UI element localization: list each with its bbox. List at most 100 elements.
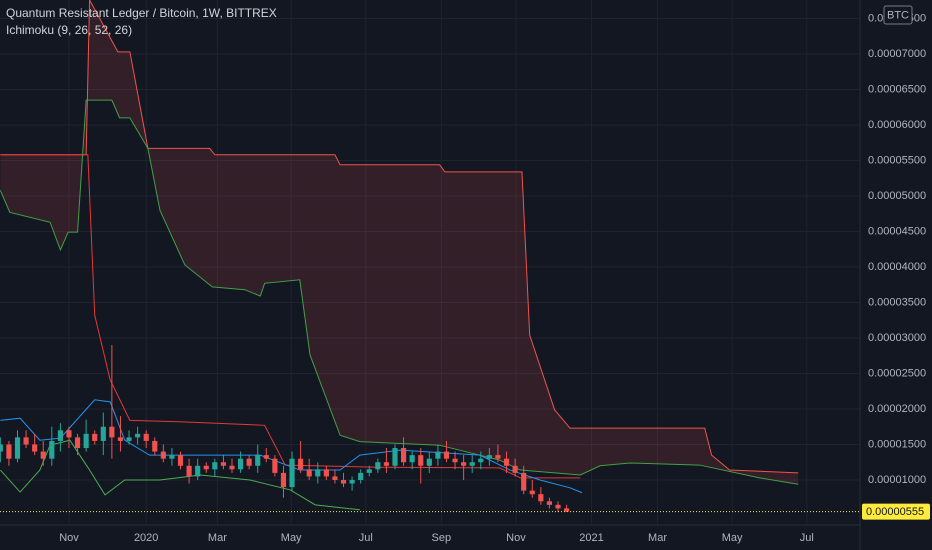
last-price-badge [862, 503, 930, 520]
candle-body [126, 437, 132, 441]
candle-body [195, 465, 201, 477]
candle-body [529, 490, 535, 495]
grid [0, 0, 860, 525]
candle-body [57, 430, 63, 441]
candle-body [366, 469, 372, 473]
y-tick-label: 0.00005500 [868, 154, 926, 166]
y-tick-label: 0.00003500 [868, 296, 926, 308]
candle-body [0, 444, 3, 452]
candle-body [66, 430, 72, 438]
x-tick-label: Nov [506, 532, 526, 544]
candle-body [14, 437, 21, 459]
candle-body [409, 455, 415, 463]
indicator-line [0, 99, 799, 485]
plot-area [0, 0, 860, 513]
x-tick-label: Jul [800, 532, 814, 544]
candle-body [280, 472, 287, 488]
candle-body [255, 455, 261, 466]
candle-body [23, 437, 29, 445]
y-tick-label: 0.00002500 [868, 367, 926, 379]
x-tick-label: Jul [359, 532, 373, 544]
candle-body [469, 462, 475, 466]
candle-body [186, 465, 192, 477]
candle-body [83, 433, 89, 449]
candle-body [40, 451, 46, 459]
y-tick-label: 0.00003000 [868, 332, 926, 344]
x-tick-label: May [281, 532, 302, 544]
x-tick-label: Mar [648, 532, 667, 544]
candle-body [315, 469, 321, 477]
x-tick-label: May [722, 532, 743, 544]
candle-body [503, 458, 510, 466]
candle-body [375, 462, 381, 470]
candle-body [289, 458, 295, 488]
candle-body [564, 508, 570, 512]
candle-body [426, 458, 432, 466]
candle-body [298, 458, 304, 470]
indicator-line [0, 0, 799, 474]
currency-badge[interactable] [883, 5, 913, 25]
indicator-label: Ichimoku (9, 26, 52, 26) [6, 23, 132, 37]
candle-body [160, 451, 166, 459]
candle-body [486, 455, 492, 459]
candle-body [229, 465, 235, 470]
candle-body [109, 426, 115, 438]
candle-body [538, 494, 544, 502]
candle-body [495, 455, 501, 459]
x-tick-label: Sep [432, 532, 452, 544]
candle-body [203, 465, 209, 470]
y-tick-label: 0.00001000 [868, 474, 926, 486]
y-tick-label: 0.00006000 [868, 119, 926, 131]
y-tick-label: 0.00007000 [868, 48, 926, 60]
candle-body [512, 465, 518, 473]
candle-body [100, 426, 106, 441]
candle-body [32, 444, 38, 452]
candle-body [306, 469, 312, 477]
y-tick-label: 0.00005000 [868, 190, 926, 202]
candle-body [546, 501, 552, 505]
candle-body [392, 448, 398, 466]
candle-body [323, 469, 329, 477]
y-tick-label: 0.00004500 [868, 225, 926, 237]
candle-body [92, 433, 98, 441]
candle-body [143, 433, 149, 441]
candle-body [177, 455, 184, 466]
candle-body [6, 444, 12, 459]
candle-body [135, 433, 141, 438]
y-tick-label: 0.00001500 [868, 438, 926, 450]
candle-body [452, 458, 458, 463]
candle-body [220, 462, 226, 466]
x-tick-label: 2021 [579, 532, 603, 544]
candle-body [152, 440, 158, 452]
candle-body [263, 455, 269, 459]
candle-body [461, 462, 467, 466]
y-tick-label: 0.00006500 [868, 83, 926, 95]
candle-body [246, 458, 252, 466]
candle-body [521, 472, 527, 491]
candle-body [358, 472, 364, 480]
candle-body [169, 455, 175, 459]
y-tick-label: 0.00002000 [868, 403, 926, 415]
candle-body [418, 455, 424, 466]
axes: 0.00001000 0.00001500 0.00002000 0.00002500… [59, 12, 930, 544]
candle-body [349, 479, 355, 484]
indicator-line [0, 154, 581, 479]
y-tick-label: 0.00004000 [868, 261, 926, 273]
candle-body [332, 476, 338, 480]
candle-body [117, 437, 124, 441]
x-tick-label: Mar [208, 532, 227, 544]
candle-body [478, 458, 484, 463]
candle-body [272, 458, 278, 473]
chart-title: Quantum Resistant Ledger / Bitcoin, 1W, … [6, 6, 277, 20]
currency-label[interactable]: BTC [887, 9, 909, 21]
candle-body [237, 458, 244, 470]
ichimoku-cloud [0, 0, 799, 485]
candle-body [555, 504, 561, 509]
x-tick-label: 2020 [134, 532, 158, 544]
x-tick-label: Nov [59, 532, 79, 544]
candle-body [340, 479, 347, 484]
last-price-label: 0.00000555 [866, 506, 924, 518]
candle-body [401, 448, 407, 463]
